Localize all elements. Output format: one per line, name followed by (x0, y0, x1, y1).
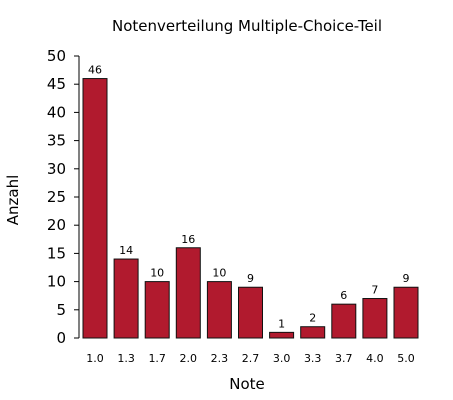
x-axis-label: Note (229, 375, 265, 393)
y-tick-label: 30 (47, 160, 66, 178)
x-tick-label: 3.0 (273, 352, 291, 365)
y-tick-label: 40 (47, 103, 66, 121)
y-tick-label: 25 (47, 188, 66, 206)
y-tick-label: 10 (47, 273, 66, 291)
bar (362, 298, 388, 339)
chart-title: Notenverteilung Multiple-Choice-Teil (112, 17, 382, 35)
data-label: 2 (309, 312, 316, 325)
data-label: 7 (371, 284, 378, 297)
y-tick-label: 0 (56, 329, 66, 347)
y-tick-label: 35 (47, 132, 66, 150)
data-label: 10 (150, 267, 164, 280)
data-label: 9 (247, 272, 254, 285)
bar (300, 326, 326, 339)
bar (113, 258, 139, 339)
x-tick-label: 4.0 (366, 352, 384, 365)
x-axis: 1.0 1.3 1.7 2.0 2.3 2.7 3.0 3.3 3.7 4.0 5.0 (86, 352, 415, 365)
y-tick-label: 15 (47, 244, 66, 262)
data-label: 16 (181, 233, 195, 246)
bar (331, 303, 357, 339)
y-axis-label: Anzahl (4, 175, 22, 226)
data-label: 9 (403, 272, 410, 285)
x-tick-label: 1.7 (148, 352, 166, 365)
x-tick-label: 3.7 (335, 352, 353, 365)
x-tick-label: 1.0 (86, 352, 104, 365)
x-tick-label: 2.3 (211, 352, 229, 365)
bars: 46 14 10 16 10 9 1 2 6 7 9 (82, 64, 419, 339)
bar (393, 286, 419, 339)
data-label: 14 (119, 244, 133, 257)
data-label: 46 (88, 64, 102, 77)
y-tick-label: 45 (47, 75, 66, 93)
data-label: 1 (278, 317, 285, 330)
bar (144, 281, 170, 339)
bar (269, 331, 295, 339)
y-tick-label: 5 (56, 301, 66, 319)
x-tick-label: 2.0 (180, 352, 198, 365)
x-tick-label: 3.3 (304, 352, 322, 365)
bar (175, 247, 201, 339)
y-tick-label: 50 (47, 47, 66, 65)
data-label: 6 (340, 289, 347, 302)
x-tick-label: 1.3 (117, 352, 135, 365)
x-tick-label: 5.0 (397, 352, 415, 365)
x-tick-label: 2.7 (242, 352, 260, 365)
data-label: 10 (212, 267, 226, 280)
bar (82, 78, 108, 339)
y-tick-label: 20 (47, 216, 66, 234)
y-axis: 0 5 10 15 20 25 30 35 40 45 50 (47, 47, 80, 347)
bar (206, 281, 232, 339)
bar (238, 286, 263, 339)
